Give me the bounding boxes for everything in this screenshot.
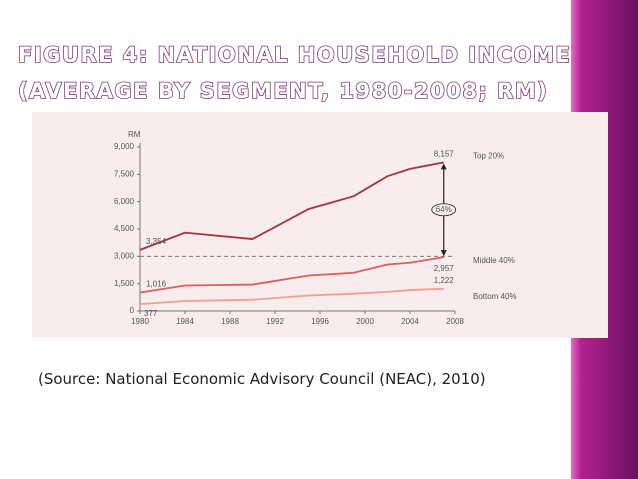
- y-tick-label: 6,000: [114, 197, 135, 206]
- series-line: [139, 256, 444, 294]
- y-tick-label: 3,000: [114, 251, 135, 260]
- annotation-bubble: [431, 203, 457, 217]
- x-tick-label: 1980: [131, 317, 149, 326]
- source: (Source: National Economic Advisory Coun…: [38, 370, 486, 388]
- y-tick-label: 7,500: [114, 169, 135, 178]
- chart: RM 0 1,500 3,000 4,500 6,000 7,500 9,000 1980 198…: [114, 130, 517, 326]
- series-name: Middle 40%: [473, 256, 515, 265]
- data-label: 8,157: [434, 149, 455, 158]
- x-tick-label: 2008: [446, 317, 464, 326]
- data-label: 3,354: [146, 237, 167, 246]
- y-tick-label: 9,000: [114, 142, 135, 151]
- data-label: 1,016: [146, 280, 167, 289]
- data-label: 2,957: [434, 264, 455, 273]
- y-axis-label: RM: [128, 130, 141, 139]
- series-line: [139, 287, 444, 306]
- x-tick-label: 1996: [311, 317, 329, 326]
- x-tick-label: 2000: [356, 317, 374, 326]
- x-tick-label: 1992: [266, 317, 284, 326]
- series-line: [139, 161, 444, 251]
- data-label: 1,222: [434, 276, 455, 285]
- chart-background: [32, 112, 608, 338]
- y-tick-label: 4,500: [114, 224, 135, 233]
- x-tick-label: 1984: [176, 317, 194, 326]
- slide-title: (AVERAGE BY SEGMENT, 1980-2008; RM): [18, 79, 548, 103]
- annotation: 64%: [436, 205, 452, 214]
- x-tick-label: 2004: [401, 317, 419, 326]
- y-tick-label: 0: [130, 306, 135, 315]
- data-label: 377: [144, 309, 158, 318]
- y-tick-label: 1,500: [114, 279, 135, 288]
- x-tick-label: 1988: [221, 317, 239, 326]
- series-name: Top 20%: [473, 151, 504, 160]
- slide-title: FIGURE 4: NATIONAL HOUSEHOLD INCOME: [18, 43, 571, 67]
- series-name: Bottom 40%: [473, 292, 517, 301]
